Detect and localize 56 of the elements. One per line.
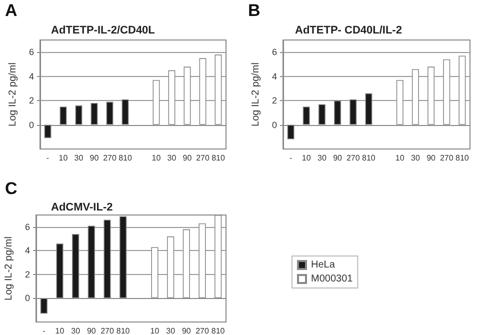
x-tick-label: 270	[103, 154, 117, 162]
y-tick-label: 0	[28, 120, 34, 130]
x-tick-label: 10	[150, 326, 160, 335]
x-tick-label: 30	[166, 326, 176, 335]
x-tick-label: 810	[212, 154, 226, 162]
y-axis-title: Log IL-2 pg/ml	[250, 62, 262, 126]
x-tick-label: 10	[302, 154, 312, 162]
text: C	[5, 179, 18, 198]
x-tick-label: 90	[86, 326, 96, 335]
x-tick-label: 10	[152, 154, 162, 162]
y-axis-title: Log IL-2 pg/ml	[8, 62, 18, 126]
chart-title: AdCMV-IL-2	[51, 202, 113, 214]
y-tick-label: 4	[272, 71, 277, 82]
x-tick-label: 10	[395, 154, 405, 162]
y-tick-label: 4	[24, 246, 30, 256]
x-tick-label: 270	[196, 154, 210, 162]
y-tick-label: 2	[28, 96, 34, 106]
x-tick-label: -	[289, 154, 292, 162]
x-tick-label: -	[42, 326, 46, 335]
y-tick-label: 0	[272, 120, 277, 130]
x-tick-label: 810	[362, 154, 376, 162]
x-tick-label: 270	[346, 154, 360, 162]
x-tick-label: -	[46, 154, 50, 162]
x-tick-label: 810	[456, 154, 470, 162]
x-tick-label: 90	[333, 154, 343, 162]
y-tick-label: 2	[272, 96, 277, 106]
x-tick-label: 810	[211, 326, 226, 335]
x-tick-label: 270	[196, 326, 210, 335]
x-tick-label: 30	[411, 154, 420, 162]
y-tick-label: 4	[28, 71, 34, 82]
legend-label: HeLa	[311, 260, 336, 270]
x-tick-label: 810	[116, 326, 130, 335]
x-tick-label: 30	[74, 154, 84, 162]
y-tick-label: 0	[24, 293, 30, 304]
y-tick-label: 2	[24, 269, 30, 280]
y-axis-title: Log IL-2 pg/ml	[4, 236, 14, 300]
x-tick-label: 90	[182, 326, 192, 335]
x-tick-label: 270	[440, 154, 454, 162]
x-tick-label: 10	[55, 326, 65, 335]
y-tick-label: 6	[28, 47, 34, 58]
x-tick-label: 90	[182, 154, 192, 162]
x-tick-label: 30	[71, 326, 81, 335]
text: B	[248, 1, 260, 20]
legend-label: M000301	[311, 274, 354, 284]
chart-title: AdTETP- CD40L/IL-2	[295, 24, 402, 36]
chart-title: AdTETP-IL-2/CD40L	[51, 24, 156, 36]
text: A	[5, 1, 18, 20]
x-tick-label: 810	[118, 154, 132, 162]
x-tick-label: 90	[426, 154, 436, 162]
y-tick-label: 6	[24, 222, 30, 232]
y-tick-label: 6	[272, 47, 277, 58]
x-tick-label: 30	[318, 154, 327, 162]
x-tick-label: 90	[90, 154, 100, 162]
x-tick-label: 10	[58, 154, 68, 162]
x-tick-label: 30	[167, 154, 177, 162]
x-tick-label: 270	[100, 326, 114, 335]
